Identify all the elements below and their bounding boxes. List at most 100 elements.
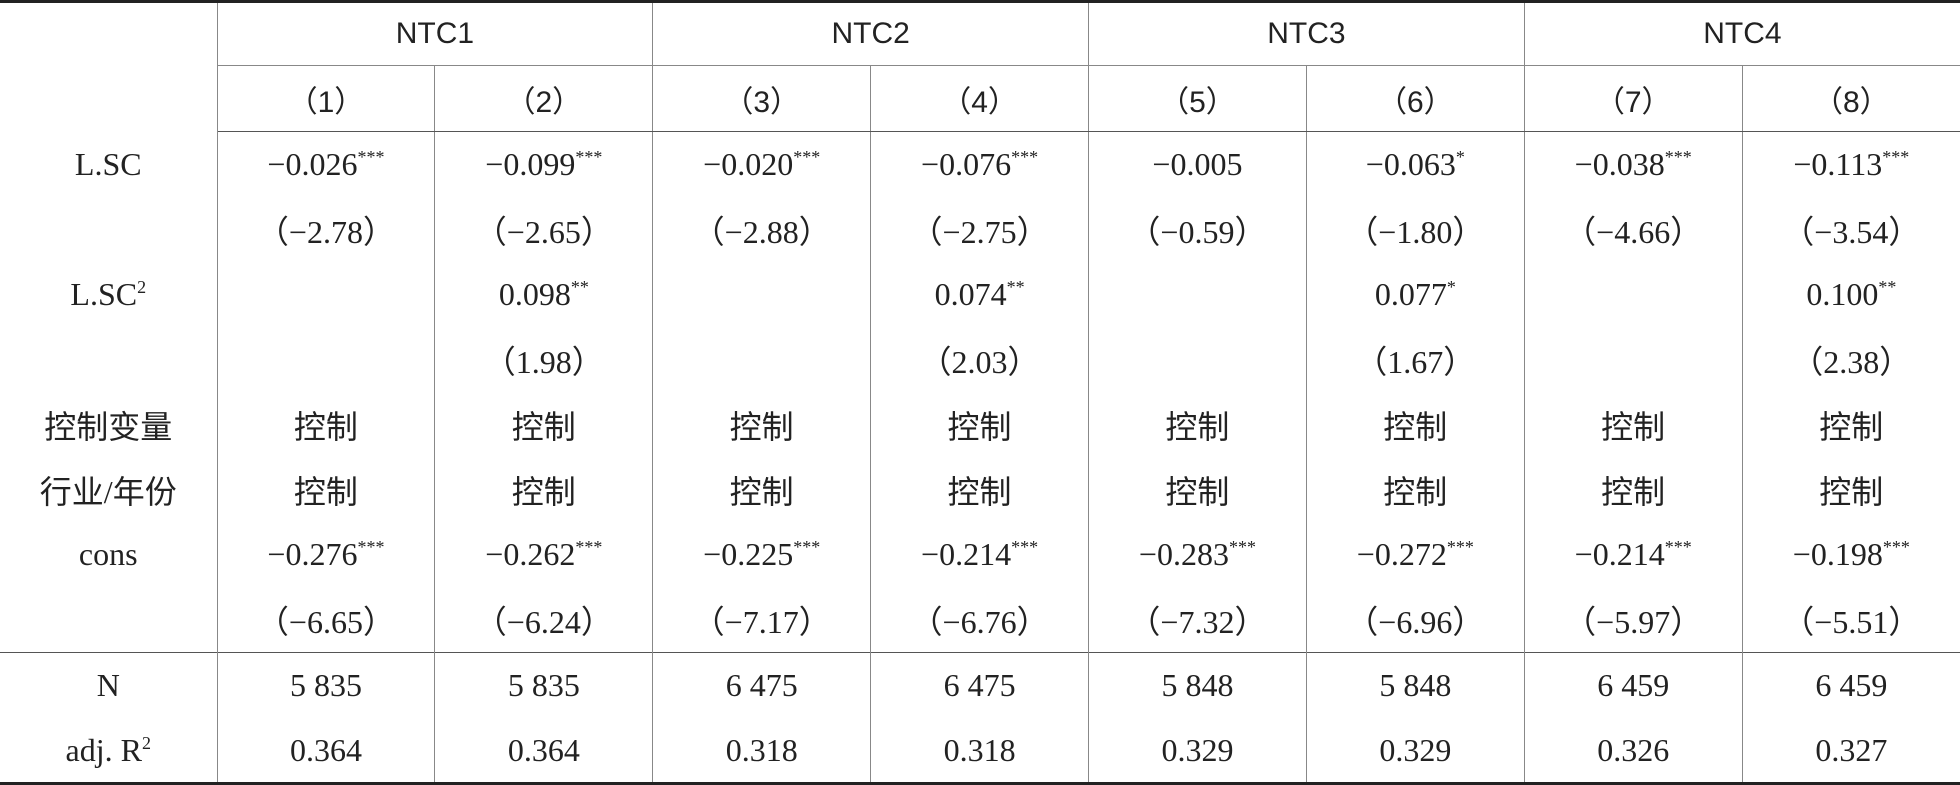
table-cell: −0.063* (1305, 131, 1525, 197)
cell-text: −0.099 (485, 146, 576, 182)
table-cell: 控制 (1741, 392, 1960, 457)
cell-text: 0.364 (289, 731, 362, 768)
cell-text: 0.318 (943, 731, 1016, 768)
row-label: L.SC2 (0, 262, 218, 327)
table-cell (1088, 327, 1307, 392)
table-cell: 控制 (1523, 457, 1743, 522)
cell-text: 控制变量 (44, 408, 173, 445)
table-cell: 0.329 (1088, 718, 1307, 785)
cell-text: N (96, 667, 120, 703)
table-cell: （−6.96） (1305, 587, 1525, 653)
table-cell: 0.074** (870, 262, 1089, 327)
table-cell: −0.272*** (1305, 522, 1525, 587)
cell-text: （1.98） (483, 343, 604, 380)
table-cell: （−2.78） (216, 197, 436, 262)
row-label: L.SC (0, 131, 218, 197)
significance: 2 (137, 277, 147, 297)
cell-text: 控制 (1165, 408, 1230, 445)
table-row: 控制变量 控制 控制 控制 控制 控制 控制 控制 控制 (0, 392, 1960, 457)
cell-text: −0.038 (1574, 146, 1665, 182)
corner-cell (0, 0, 218, 132)
row-label (0, 327, 218, 392)
significance: 2 (141, 732, 151, 753)
table-cell: 控制 (652, 457, 872, 522)
cell-text: 5 835 (289, 667, 362, 703)
table-cell: （−1.80） (1305, 197, 1525, 262)
cell-text: −0.214 (921, 536, 1012, 572)
table-cell: −0.020*** (652, 131, 872, 197)
cell-text: （−6.76） (910, 603, 1049, 640)
table-cell: 控制 (870, 392, 1089, 457)
table-cell: 6 475 (870, 652, 1089, 718)
cell-text: 6 459 (1597, 667, 1670, 703)
table-cell: −0.283*** (1088, 522, 1307, 587)
row-label (0, 587, 218, 653)
cell-text: 控制 (1383, 473, 1448, 510)
cell-text: （−5.51） (1782, 603, 1921, 640)
table-cell: 控制 (434, 457, 654, 522)
cell-text: （−2.88） (692, 213, 831, 250)
table-cell: 0.364 (216, 718, 436, 785)
table-cell: 5 835 (434, 652, 654, 718)
cell-text: （−5.97） (1564, 603, 1703, 640)
table-row: adj. R2 0.364 0.364 0.318 0.318 0.329 0.329 0.3… (0, 718, 1960, 785)
cell-text: （2.38） (1791, 343, 1912, 380)
column-header: （7） (1523, 65, 1743, 132)
table-cell: −0.113*** (1741, 131, 1960, 197)
cell-text: 控制 (947, 473, 1012, 510)
cell-text: （−2.65） (474, 213, 613, 250)
table-cell: 0.327 (1741, 718, 1960, 785)
cell-text: 0.326 (1597, 731, 1670, 768)
table-cell: 5 848 (1305, 652, 1525, 718)
cell-text: −0.283 (1138, 536, 1229, 572)
header-row: NTC1 NTC2 NTC3 NTC4 (0, 0, 1960, 132)
cell-text: 控制 (729, 408, 794, 445)
column-header: （6） (1305, 65, 1525, 132)
table-cell: 控制 (1088, 457, 1307, 522)
table-cell: 0.100** (1741, 262, 1960, 327)
table-cell: （−6.24） (434, 587, 654, 653)
significance: *** (357, 147, 385, 167)
cell-text: （−6.65） (256, 603, 395, 640)
significance: *** (1228, 537, 1256, 557)
cell-text: −0.272 (1356, 536, 1447, 572)
table-cell (652, 327, 872, 392)
cell-text: （1.67） (1355, 343, 1476, 380)
cell-text: 控制 (1819, 473, 1884, 510)
cell-text: −0.076 (921, 146, 1012, 182)
table-cell: 控制 (1088, 392, 1307, 457)
significance: ** (1878, 277, 1897, 297)
table-cell: −0.099*** (434, 131, 654, 197)
column-header: （5） (1088, 65, 1307, 132)
cell-text: 0.318 (725, 731, 798, 768)
cell-text: adj. R (65, 731, 142, 768)
significance: *** (1882, 147, 1910, 167)
significance: * (1446, 277, 1456, 297)
row-label: 控制变量 (0, 392, 218, 457)
cell-text: 行业/年份 (39, 473, 177, 510)
cell-text: 0.364 (507, 731, 580, 768)
column-header: （3） (652, 65, 872, 132)
table-cell: 控制 (216, 392, 436, 457)
group-header: NTC4 (1523, 0, 1960, 66)
table-cell (216, 327, 436, 392)
cell-text: −0.113 (1793, 146, 1883, 182)
cell-text: （−7.32） (1128, 603, 1267, 640)
table-cell: （2.03） (870, 327, 1089, 392)
cell-text: 0.329 (1161, 731, 1234, 768)
table-cell: −0.026*** (216, 131, 436, 197)
table-cell: 控制 (216, 457, 436, 522)
row-label: cons (0, 522, 218, 587)
cell-text: L.SC (74, 145, 142, 182)
table-cell: （−5.97） (1523, 587, 1743, 653)
table-cell: 5 848 (1088, 652, 1307, 718)
table-cell: （−7.17） (652, 587, 872, 653)
column-header: （2） (434, 65, 654, 132)
table-cell (1088, 262, 1307, 327)
cell-text: −0.005 (1152, 146, 1243, 182)
table-cell: 0.098** (434, 262, 654, 327)
cell-text: （−0.59） (1128, 213, 1267, 250)
table-cell: 0.077* (1305, 262, 1525, 327)
table-cell: 6 459 (1523, 652, 1743, 718)
group-header: NTC1 (216, 0, 654, 66)
